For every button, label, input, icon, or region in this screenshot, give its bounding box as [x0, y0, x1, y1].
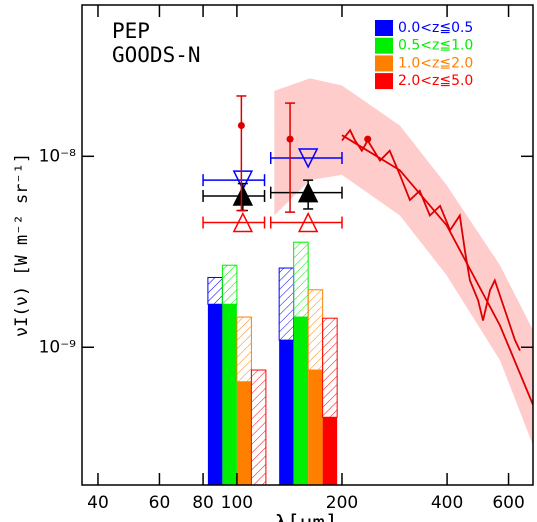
bar: [222, 304, 237, 485]
model-band: [274, 78, 533, 446]
legend-swatch: [375, 20, 393, 36]
y-tick-label: 10⁻⁹: [39, 337, 77, 357]
x-tick-label: 60: [149, 493, 171, 513]
model-line: [341, 128, 521, 352]
legend-label: 0.0<z≦0.5: [398, 20, 473, 36]
data-point: [232, 185, 254, 206]
bar-upper: [322, 317, 338, 418]
legend-swatch: [375, 73, 393, 90]
bar-upper: [221, 264, 238, 305]
bar-upper: [278, 267, 295, 341]
frame: [81, 4, 534, 486]
data-point: [232, 170, 254, 191]
x-tick-label: 400: [431, 493, 463, 513]
bar: [293, 317, 309, 485]
data-point: [297, 182, 319, 203]
bar-upper: [236, 316, 252, 383]
x-tick-label: 100: [221, 493, 253, 513]
bar: [236, 381, 252, 485]
bar: [308, 370, 323, 485]
x-tick-label: 80: [192, 493, 214, 513]
y-axis-label: νI(ν) [W m⁻² sr⁻¹]: [12, 153, 32, 337]
bar-upper: [293, 241, 309, 318]
annotation: GOODS-N: [112, 43, 201, 67]
x-axis-label: λ[μm]: [274, 511, 337, 522]
data-point: [237, 121, 245, 129]
legend-label: 2.0<z≦5.0: [398, 73, 473, 89]
bar-upper: [207, 276, 223, 305]
model-line: [341, 134, 533, 406]
y-tick-label: 10⁻⁸: [39, 146, 77, 166]
legend-label: 1.0<z≦2.0: [398, 55, 473, 71]
data-point: [297, 148, 319, 169]
legend-swatch: [375, 37, 393, 54]
bar-upper: [250, 369, 267, 485]
data-point: [232, 211, 254, 233]
x-tick-label: 40: [87, 493, 109, 513]
legend-swatch: [375, 55, 393, 72]
bar: [322, 417, 338, 485]
x-tick-label: 600: [492, 493, 524, 513]
bar: [207, 304, 223, 485]
annotation: PEP: [112, 19, 150, 43]
bar: [279, 340, 294, 485]
bar-upper: [307, 289, 324, 371]
data-point: [364, 135, 372, 143]
plot-area: [207, 78, 533, 485]
data-point: [286, 135, 294, 143]
data-point: [297, 211, 319, 233]
x-tick-label: 200: [326, 493, 358, 513]
legend-label: 0.5<z≦1.0: [398, 38, 473, 54]
